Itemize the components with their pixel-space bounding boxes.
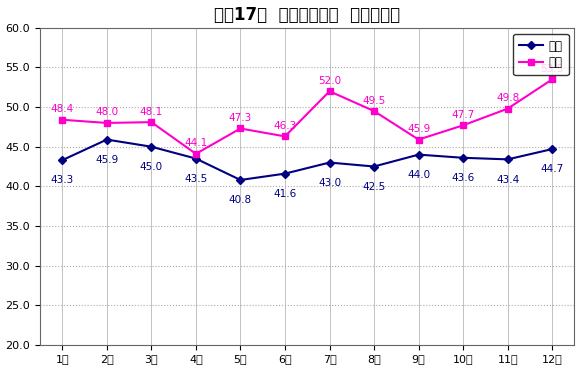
- Text: 43.0: 43.0: [318, 178, 341, 188]
- Text: 48.1: 48.1: [140, 107, 163, 117]
- Text: 43.6: 43.6: [451, 173, 475, 183]
- メス: [326, 160, 333, 165]
- メス: [281, 171, 288, 176]
- 去勢: [281, 134, 288, 139]
- 去勢: [371, 109, 378, 113]
- Text: 41.6: 41.6: [273, 189, 296, 199]
- メス: [59, 158, 66, 162]
- 去勢: [103, 121, 110, 125]
- メス: [459, 155, 466, 160]
- Line: 去勢: 去勢: [59, 76, 556, 157]
- 去勢: [504, 107, 511, 111]
- Text: 47.3: 47.3: [229, 113, 252, 123]
- Text: 43.3: 43.3: [50, 175, 74, 185]
- 去勢: [415, 137, 422, 142]
- 去勢: [549, 77, 556, 82]
- Title: 平成17年  淡路家畜市場  和子牛市場: 平成17年 淡路家畜市場 和子牛市場: [214, 6, 400, 24]
- Text: 49.8: 49.8: [496, 93, 519, 103]
- Text: 44.1: 44.1: [184, 138, 208, 148]
- Text: 46.3: 46.3: [273, 121, 296, 131]
- 去勢: [193, 152, 200, 156]
- メス: [193, 157, 200, 161]
- メス: [415, 152, 422, 157]
- Text: 53.5: 53.5: [541, 64, 564, 74]
- 去勢: [237, 126, 244, 131]
- 去勢: [459, 123, 466, 128]
- Text: 52.0: 52.0: [318, 76, 341, 86]
- 去勢: [148, 120, 155, 124]
- Text: 45.9: 45.9: [407, 124, 430, 134]
- Text: 40.8: 40.8: [229, 195, 252, 205]
- Text: 47.7: 47.7: [451, 110, 475, 120]
- Text: 44.0: 44.0: [407, 170, 430, 180]
- Line: メス: メス: [59, 137, 555, 183]
- Text: 48.4: 48.4: [50, 104, 74, 114]
- メス: [371, 164, 378, 169]
- Text: 42.5: 42.5: [362, 182, 386, 192]
- メス: [148, 144, 155, 149]
- メス: [237, 178, 244, 182]
- Text: 43.4: 43.4: [496, 175, 519, 185]
- メス: [504, 157, 511, 162]
- Legend: メス, 去勢: メス, 去勢: [513, 34, 568, 75]
- Text: 43.5: 43.5: [184, 174, 208, 184]
- Text: 48.0: 48.0: [95, 107, 118, 117]
- Text: 45.0: 45.0: [140, 162, 163, 172]
- 去勢: [326, 89, 333, 94]
- メス: [103, 137, 110, 142]
- Text: 45.9: 45.9: [95, 155, 118, 165]
- 去勢: [59, 118, 66, 122]
- メス: [549, 147, 556, 151]
- Text: 49.5: 49.5: [362, 95, 386, 105]
- Text: 44.7: 44.7: [541, 164, 564, 174]
